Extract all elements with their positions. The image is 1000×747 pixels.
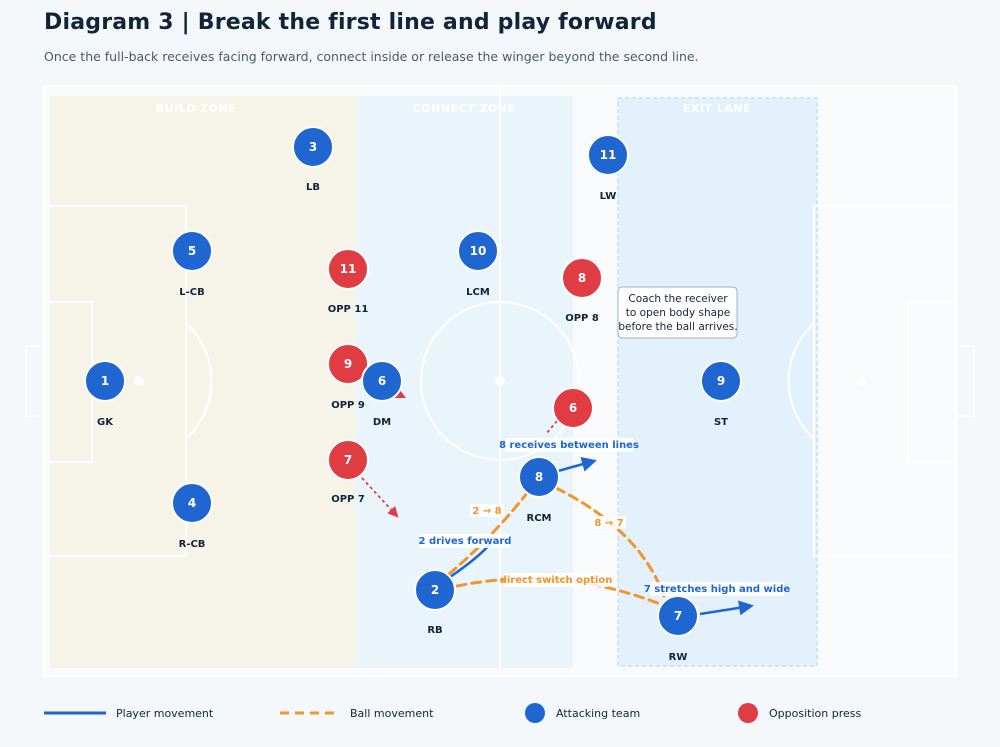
pass-8-7-label: 8 → 7 (594, 518, 623, 529)
player-label: LCM (466, 287, 490, 298)
player-lw: 11 LW (587, 134, 629, 202)
player-dm: 6 DM (361, 360, 403, 428)
svg-text:9: 9 (344, 357, 352, 371)
player-label: ST (714, 417, 728, 428)
svg-text:9: 9 (717, 374, 725, 388)
legend: Player movement Ball movement Attacking … (0, 700, 1000, 726)
player-label: L-CB (179, 287, 204, 298)
legend-ball-movement-label: Ball movement (350, 706, 434, 720)
press-opp6 (545, 420, 558, 435)
player-label: DM (373, 417, 391, 428)
rcm-receive-label-bg (505, 438, 633, 452)
center-spot (495, 376, 505, 386)
player-label: OPP 8 (565, 313, 599, 324)
svg-text:11: 11 (340, 262, 357, 276)
player-label: OPP 11 (328, 304, 369, 315)
svg-text:6: 6 (569, 401, 577, 415)
svg-text:2: 2 (431, 583, 439, 597)
legend-attacking-team: Attacking team (524, 700, 640, 726)
diagram-subtitle: Once the full-back receives facing forwa… (44, 49, 699, 64)
legend-player-movement: Player movement (44, 700, 213, 726)
rw-stretch-label: 7 stretches high and wide (644, 584, 791, 595)
svg-text:Coach the receiver: Coach the receiver (628, 293, 728, 305)
player-label: LW (600, 191, 617, 202)
left-penalty-spot (134, 376, 144, 386)
opp-player-9: 9 OPP 9 (327, 343, 369, 411)
exit-lane-label: EXIT LANE (683, 102, 751, 115)
svg-text:11: 11 (600, 148, 617, 162)
connect-zone-label: CONNECT ZONE (413, 102, 516, 115)
switch-label-bg (504, 573, 608, 587)
rb-drive-label-bg (420, 534, 510, 548)
player-gk: 1 GK (84, 360, 126, 428)
player-label: RW (669, 652, 688, 663)
attacking-team-swatch (525, 703, 545, 723)
player-label: OPP 9 (331, 400, 365, 411)
switch-label: direct switch option (500, 575, 613, 586)
svg-text:7: 7 (344, 453, 352, 467)
player-st: 9 ST (700, 360, 742, 428)
move-rw-stretch (699, 600, 754, 616)
rw-stretch-label-bg (650, 582, 784, 596)
ball-movement-swatch (280, 711, 340, 715)
svg-text:3: 3 (309, 140, 317, 154)
player-lcm: 10 LCM (457, 230, 499, 298)
press-opp7 (361, 477, 399, 518)
opp-player-7: 7 OPP 7 (327, 439, 369, 505)
build-zone-label: BUILD ZONE (156, 102, 236, 115)
move-rcm-receive (557, 456, 597, 473)
player-label: OPP 7 (331, 494, 365, 505)
rb-drive-label: 2 drives forward (419, 536, 512, 547)
svg-text:10: 10 (470, 244, 487, 258)
player-label: LB (306, 182, 320, 193)
player-rcm: 8 RCM (518, 456, 560, 524)
pass-8-7-label-bg (592, 516, 626, 529)
svg-text:6: 6 (378, 374, 386, 388)
ball-switch-2-to-7 (455, 577, 662, 606)
player-label: RB (427, 625, 442, 636)
legend-opposition-press: Opposition press (737, 700, 861, 726)
svg-text:before the ball arrives.: before the ball arrives. (618, 321, 737, 333)
legend-opposition-press-label: Opposition press (769, 706, 862, 720)
opp-player-11: 11 OPP 11 (327, 248, 369, 315)
player-lcb: 5 L-CB (171, 230, 213, 298)
coach-note: Coach the receiver to open body shape be… (617, 286, 738, 339)
rcm-receive-label: 8 receives between lines (499, 440, 639, 451)
opp-player-6: 6 (552, 387, 594, 429)
svg-text:8: 8 (578, 271, 586, 285)
opposition-press-swatch (738, 703, 758, 723)
svg-text:to open body shape: to open body shape (626, 307, 730, 319)
player-movement-swatch (44, 711, 106, 715)
pass-2-8-label: 2 → 8 (472, 506, 501, 517)
player-lb: 3 LB (292, 126, 334, 193)
diagram-title: Diagram 3 | Break the first line and pla… (44, 10, 657, 35)
opp-player-8: 8 OPP 8 (561, 257, 603, 324)
legend-player-movement-label: Player movement (116, 706, 214, 720)
player-rb: 2 RB (414, 569, 456, 636)
ball-pass-2-to-8 (447, 486, 533, 576)
ball-pass-8-to-7 (554, 486, 666, 598)
player-rcb: 4 R-CB (171, 482, 213, 550)
svg-text:5: 5 (188, 244, 196, 258)
svg-text:7: 7 (674, 609, 682, 623)
right-penalty-spot (856, 376, 866, 386)
svg-text:1: 1 (101, 374, 109, 388)
legend-attacking-team-label: Attacking team (556, 706, 641, 720)
player-label: R-CB (179, 539, 206, 550)
pass-2-8-label-bg (470, 504, 504, 517)
player-label: RCM (527, 513, 552, 524)
svg-text:4: 4 (188, 496, 196, 510)
svg-text:8: 8 (535, 470, 543, 484)
player-label: GK (97, 417, 114, 428)
legend-ball-movement: Ball movement (280, 700, 433, 726)
